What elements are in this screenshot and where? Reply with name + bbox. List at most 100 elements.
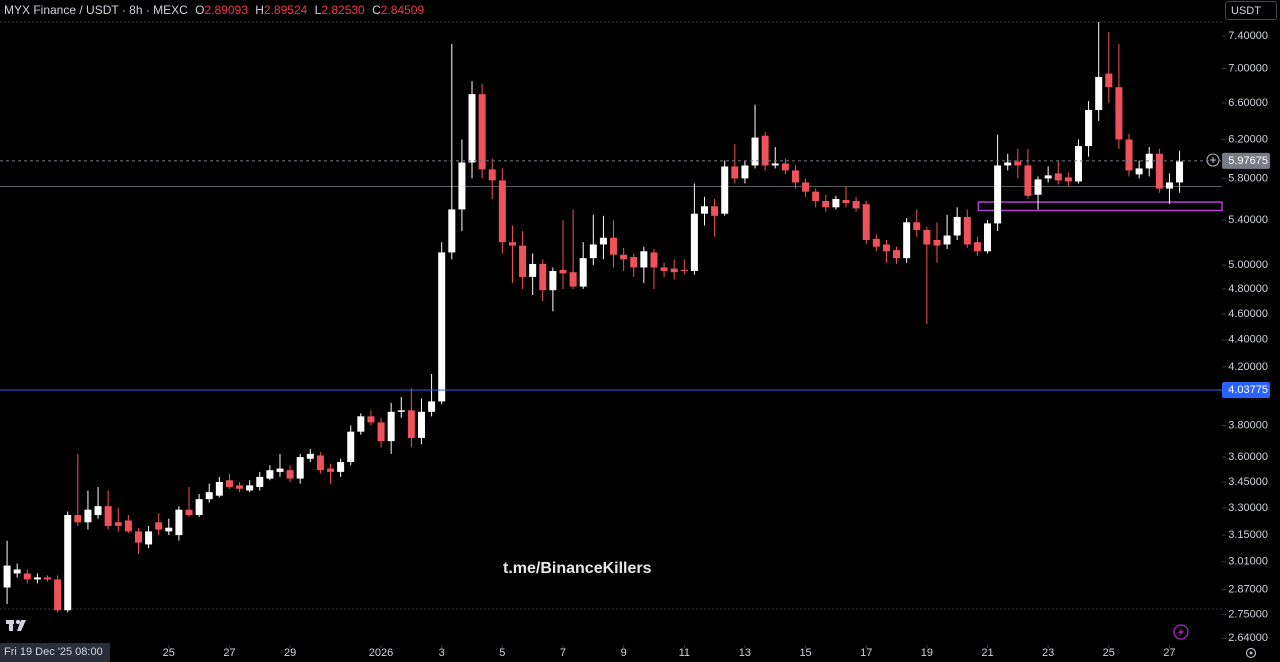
candle-body: [306, 453, 314, 459]
candle: [700, 196, 708, 226]
candle-body: [529, 263, 537, 277]
candle-body: [1095, 76, 1103, 111]
candle-body: [205, 492, 213, 500]
candle: [984, 220, 992, 254]
candle: [721, 160, 729, 216]
candle: [832, 195, 840, 210]
ohlc-value: 2.89093: [204, 3, 248, 17]
candle: [751, 104, 759, 169]
candle-body: [236, 485, 244, 489]
candle: [1074, 139, 1082, 184]
candle-body: [599, 237, 607, 245]
candle-body: [286, 470, 294, 479]
candle-body: [872, 238, 880, 247]
candle-body: [1155, 153, 1163, 189]
candle: [741, 160, 749, 184]
y-tick-label: 5.80000: [1228, 172, 1268, 184]
candle: [1165, 173, 1173, 205]
candle-body: [1125, 139, 1133, 171]
y-tick-label: 5.40000: [1228, 214, 1268, 226]
tv-logo: [6, 619, 26, 631]
y-tick-label: 7.00000: [1228, 62, 1268, 74]
candle: [1155, 148, 1163, 193]
ohlc-value: 2.84509: [380, 3, 425, 17]
candle: [882, 239, 890, 263]
candle: [64, 511, 72, 613]
candle: [74, 453, 82, 526]
candle: [84, 490, 92, 530]
candle-body: [731, 166, 739, 179]
candle: [1024, 148, 1032, 199]
currency-button[interactable]: USDT: [1225, 1, 1277, 20]
candle: [155, 513, 163, 536]
y-tick-label: 6.60000: [1228, 97, 1268, 109]
candle: [640, 246, 648, 283]
candle-body: [1165, 182, 1173, 189]
y-tick-label: 4.20000: [1228, 361, 1268, 373]
candle-body: [1115, 87, 1123, 140]
candle-body: [175, 509, 183, 536]
candle: [236, 481, 244, 493]
x-tick-label: 5: [499, 647, 505, 659]
candle-body: [44, 577, 52, 580]
candle: [791, 165, 799, 189]
candle-body: [741, 165, 749, 179]
candle-body: [822, 200, 830, 208]
y-tick-label: 5.00000: [1228, 259, 1268, 271]
candle-body: [700, 206, 708, 214]
y-tick-label: 4.60000: [1228, 308, 1268, 320]
candle-body: [589, 244, 597, 259]
ohlc-key: L: [314, 3, 322, 17]
candle: [357, 413, 365, 435]
candle: [215, 476, 223, 498]
candle-body: [165, 527, 173, 532]
crosshair-time-label: Fri 19 Dec '25 08:00: [0, 643, 110, 662]
candle: [478, 83, 486, 179]
candle-body: [23, 573, 31, 580]
candle: [508, 225, 516, 283]
candle-body: [316, 455, 324, 471]
candle: [1125, 133, 1133, 177]
candle: [1034, 176, 1042, 210]
candle: [347, 425, 355, 466]
candle-body: [438, 252, 446, 402]
candle-body: [549, 271, 557, 291]
candle: [519, 231, 527, 289]
candle-body: [367, 416, 375, 423]
candle-body: [791, 170, 799, 183]
candle: [1105, 32, 1113, 103]
ohlc-key: C: [372, 3, 381, 17]
candle-body: [882, 244, 890, 252]
lightning-icon[interactable]: [1173, 624, 1189, 640]
candle: [690, 183, 698, 275]
candle-body: [751, 137, 759, 166]
candle-body: [407, 410, 415, 438]
candle-body: [225, 480, 233, 488]
ohlc-key: H: [255, 3, 264, 17]
candle: [933, 222, 941, 263]
candle-body: [1054, 173, 1062, 181]
price-label: 4.03775: [1228, 384, 1268, 396]
candle-body: [1085, 110, 1093, 147]
add-alert-icon[interactable]: [1206, 153, 1220, 167]
candle: [852, 196, 860, 212]
candle-body: [276, 468, 284, 472]
candle: [660, 262, 668, 277]
candle-body: [862, 204, 870, 240]
candle: [781, 158, 789, 175]
candle: [327, 463, 335, 484]
candle: [1044, 166, 1052, 183]
candle-body: [124, 520, 132, 532]
x-tick-label: 15: [799, 647, 811, 659]
x-tick-label: 29: [284, 647, 296, 659]
candle: [266, 465, 274, 481]
legend: MYX Finance / USDT · 8h · MEXC O2.89093 …: [4, 3, 424, 17]
candle: [387, 402, 395, 454]
candle-body: [428, 401, 436, 412]
symbol: MYX Finance / USDT · 8h · MEXC: [4, 3, 188, 17]
settings-icon[interactable]: [1245, 647, 1257, 659]
candle: [589, 214, 597, 266]
candle-body: [519, 245, 527, 277]
candle-body: [357, 416, 365, 432]
